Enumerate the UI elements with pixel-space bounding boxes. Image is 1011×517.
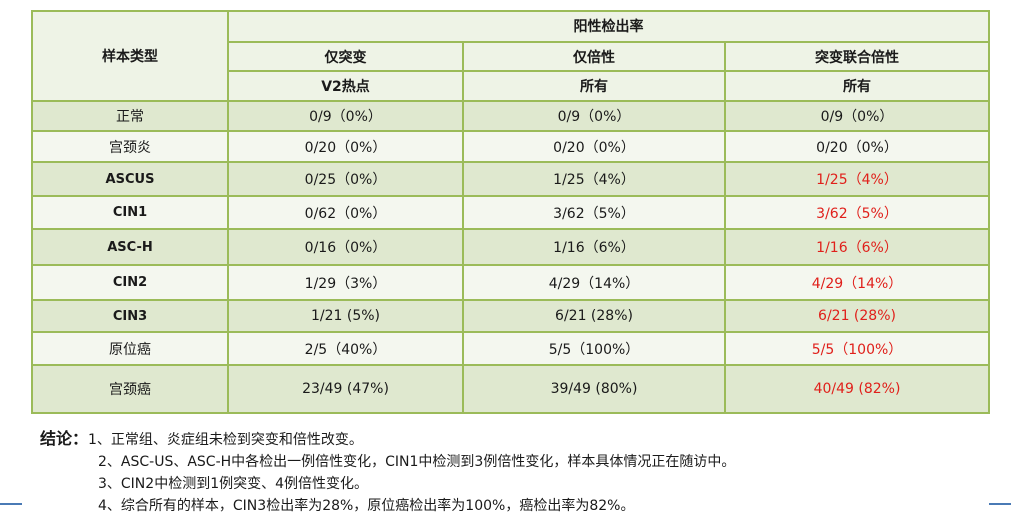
sample-type-cell: 宫颈炎: [31, 130, 229, 163]
ploidy-only-cell: 0/20（0%）: [462, 130, 726, 163]
col-sub-mutation-only: V2热点: [227, 70, 464, 102]
combined-cell: 1/25（4%）: [724, 161, 990, 197]
table-row: CIN2 1/29（3%） 4/29（14%） 4/29（14%）: [31, 264, 990, 301]
table-row: 宫颈炎 0/20（0%） 0/20（0%） 0/20（0%）: [31, 130, 990, 163]
conclusion-item: 结论：1、正常组、炎症组未检到突变和倍性改变。: [40, 428, 735, 451]
table-row: 原位癌 2/5（40%） 5/5（100%） 5/5（100%）: [31, 331, 990, 366]
table-row: CIN3 1/21 (5%) 6/21 (28%) 6/21 (28%): [31, 299, 990, 333]
ploidy-only-cell: 1/16（6%）: [462, 228, 726, 266]
positive-rate-header: 阳性检出率: [227, 10, 990, 43]
table-row: 宫颈癌 23/49 (47%) 39/49 (80%) 40/49 (82%): [31, 364, 990, 414]
ploidy-only-cell: 0/9（0%）: [462, 100, 726, 132]
ploidy-only-cell: 5/5（100%）: [462, 331, 726, 366]
sample-type-cell: CIN2: [31, 264, 229, 301]
conclusion-item: 4、综合所有的样本，CIN3检出率为28%，原位癌检出率为100%，癌检出率为8…: [98, 498, 635, 514]
sample-type-cell: CIN1: [31, 195, 229, 230]
ploidy-only-cell: 39/49 (80%): [462, 364, 726, 414]
sample-type-cell: CIN3: [31, 299, 229, 333]
mutation-only-cell: 0/20（0%）: [227, 130, 464, 163]
table-row: 正常 0/9（0%） 0/9（0%） 0/9（0%）: [31, 100, 990, 132]
col-sub-combined: 所有: [724, 70, 990, 102]
detection-rate-table: 样本类型 阳性检出率 仅突变 仅倍性 突变联合倍性 V2热点 所有 所有 正常 …: [31, 10, 990, 414]
mutation-only-cell: 23/49 (47%): [227, 364, 464, 414]
col-header-mutation-only: 仅突变: [227, 40, 464, 73]
ploidy-only-cell: 4/29（14%）: [462, 264, 726, 301]
sample-type-cell: 原位癌: [31, 331, 229, 366]
conclusion-item: 3、CIN2中检测到1例突变、4例倍性变化。: [98, 476, 369, 492]
combined-cell: 6/21 (28%): [724, 299, 990, 333]
combined-cell: 1/16（6%）: [724, 228, 990, 266]
mutation-only-cell: 0/16（0%）: [227, 228, 464, 266]
ploidy-only-cell: 3/62（5%）: [462, 195, 726, 230]
combined-cell: 0/9（0%）: [724, 100, 990, 132]
mutation-only-cell: 0/9（0%）: [227, 100, 464, 132]
table-row: ASCUS 0/25（0%） 1/25（4%） 1/25（4%）: [31, 161, 990, 197]
mutation-only-cell: 1/29（3%）: [227, 264, 464, 301]
slide-corner-mark: [989, 503, 1011, 505]
sample-type-cell: 宫颈癌: [31, 364, 229, 414]
col-sub-ploidy-only: 所有: [462, 70, 726, 102]
conclusion-block: 结论：1、正常组、炎症组未检到突变和倍性改变。 2、ASC-US、ASC-H中各…: [40, 428, 735, 517]
mutation-only-cell: 1/21 (5%): [227, 299, 464, 333]
combined-cell: 40/49 (82%): [724, 364, 990, 414]
sample-type-cell: ASCUS: [31, 161, 229, 197]
mutation-only-cell: 0/25（0%）: [227, 161, 464, 197]
combined-cell: 0/20（0%）: [724, 130, 990, 163]
ploidy-only-cell: 1/25（4%）: [462, 161, 726, 197]
table-row: ASC-H 0/16（0%） 1/16（6%） 1/16（6%）: [31, 228, 990, 266]
combined-cell: 3/62（5%）: [724, 195, 990, 230]
ploidy-only-cell: 6/21 (28%): [462, 299, 726, 333]
conclusion-item: 2、ASC-US、ASC-H中各检出一例倍性变化，CIN1中检测到3例倍性变化，…: [98, 454, 736, 470]
mutation-only-cell: 2/5（40%）: [227, 331, 464, 366]
sample-type-header: 样本类型: [31, 10, 229, 102]
sample-type-cell: 正常: [31, 100, 229, 132]
combined-cell: 4/29（14%）: [724, 264, 990, 301]
sample-type-cell: ASC-H: [31, 228, 229, 266]
table-row: CIN1 0/62（0%） 3/62（5%） 3/62（5%）: [31, 195, 990, 230]
slide-corner-mark: [0, 503, 22, 505]
combined-cell: 5/5（100%）: [724, 331, 990, 366]
mutation-only-cell: 0/62（0%）: [227, 195, 464, 230]
col-header-ploidy-only: 仅倍性: [462, 40, 726, 73]
conclusion-label: 结论：: [40, 429, 89, 448]
conclusion-text: 1、正常组、炎症组未检到突变和倍性改变。: [88, 432, 363, 448]
col-header-combined: 突变联合倍性: [724, 40, 990, 73]
